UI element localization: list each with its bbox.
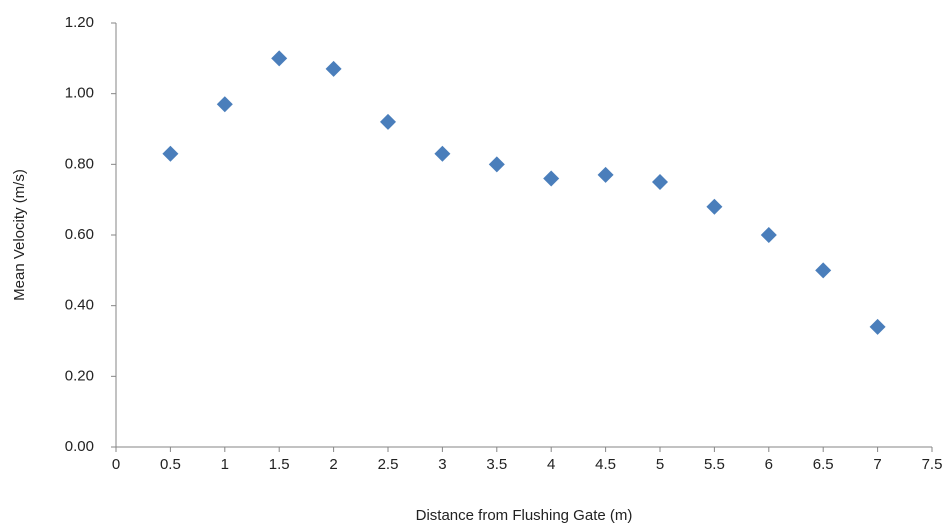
x-tick-label: 0.5 [160,456,181,473]
x-tick-label: 0 [112,456,120,473]
x-tick-label: 7 [873,456,881,473]
y-tick-label: 0.00 [65,438,94,455]
y-tick-label: 0.20 [65,367,94,384]
data-point [706,198,723,215]
y-tick-label: 0.60 [65,226,94,243]
y-axis-title: Mean Velocity (m/s) [11,169,28,301]
x-tick-label: 5 [656,456,664,473]
x-tick-label: 3 [438,456,446,473]
data-point [162,145,179,162]
data-point [325,60,342,77]
x-tick-label: 7.5 [922,456,943,473]
x-tick-label: 1 [221,456,229,473]
data-point [488,156,505,173]
x-tick-label: 5.5 [704,456,725,473]
data-point [760,227,777,243]
x-tick-label: 6.5 [813,456,834,473]
x-tick-label: 1.5 [269,456,290,473]
y-tick-label: 0.80 [65,155,94,172]
data-point [652,174,668,190]
y-tick-label: 1.00 [65,85,94,102]
y-tick-label: 1.20 [65,14,94,31]
data-point [597,166,614,183]
data-point [271,50,288,67]
data-point [815,262,832,279]
data-point [869,318,886,335]
y-tick-label: 0.40 [65,297,94,314]
data-point [216,96,233,113]
x-tick-label: 2 [329,456,337,473]
x-axis-title: Distance from Flushing Gate (m) [416,507,633,524]
data-point [434,145,451,162]
x-tick-label: 2.5 [378,456,399,473]
data-point [543,170,560,187]
x-tick-label: 4 [547,456,555,473]
x-tick-label: 3.5 [486,456,507,473]
x-tick-label: 4.5 [595,456,616,473]
data-point [380,113,396,130]
x-tick-label: 6 [765,456,773,473]
